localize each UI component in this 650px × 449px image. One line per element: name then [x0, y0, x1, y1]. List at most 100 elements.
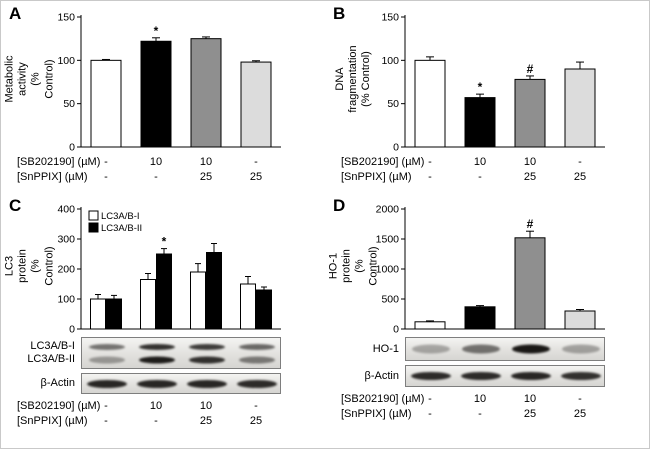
dose-value: 25: [573, 170, 587, 183]
blot-labels: LC3A/B-I LC3A/B-II: [17, 337, 81, 369]
bar: [206, 252, 222, 330]
blot-band: [561, 372, 601, 380]
dose-value: -: [254, 155, 258, 168]
panel-D-plot: 0 500 1000 1500 2000 #: [367, 199, 605, 333]
y-tick-label: 500: [381, 294, 399, 306]
panel-A-y-axis-label: Metabolic activity (% Control): [3, 55, 56, 103]
panel-C-dose-table: [SB202190] (µM) -10 10- [SnPPIX] (µM) - -25 25: [17, 398, 325, 428]
blot-band: [461, 372, 501, 380]
dose-row: [SB202190] (µM) -10 10-: [17, 398, 325, 413]
y-tick-label: 100: [381, 55, 399, 67]
blot-row-label: β-Actin: [40, 377, 75, 389]
blot-band: [89, 356, 125, 363]
blot-band-row: [406, 368, 604, 384]
blot-group: β-Actin: [17, 373, 325, 394]
significance-marker: #: [527, 217, 534, 231]
dose-row-label: [SnPPIX] (µM): [17, 170, 88, 183]
dose-values: - - 25 25: [81, 171, 281, 183]
panel-C: C LC3 protein (% Control) 0 100 200 300 400 *…: [1, 193, 325, 448]
panel-A-plot: 0 50 100 150 *: [43, 7, 281, 151]
panel-B-ylabel-wrap: DNA fragmentation (% Control): [334, 7, 372, 151]
dose-row: [SB202190] (µM) -10 10-: [17, 154, 325, 169]
blot-band: [512, 344, 550, 354]
bar: [414, 321, 446, 330]
dose-row-label: [SB202190] (µM): [17, 399, 101, 412]
blot-band: [462, 344, 500, 354]
blot-group: β-Actin: [341, 365, 649, 387]
bar: [140, 40, 172, 148]
dose-value: 25: [523, 170, 537, 183]
dose-values: - - 25 25: [405, 408, 605, 420]
y-tick-label: 400: [57, 204, 75, 216]
blot-group: HO-1: [341, 337, 649, 361]
y-tick-label: 1000: [376, 264, 400, 276]
blot-band: [562, 344, 600, 354]
blot-band: [412, 344, 450, 354]
y-tick-label: 0: [69, 324, 75, 334]
dose-row: [SB202190] (µM) -10 10-: [341, 391, 649, 406]
y-tick-label: 300: [57, 234, 75, 246]
bar: [156, 253, 172, 330]
panel-C-ylabel-wrap: LC3 protein (% Control): [4, 199, 56, 333]
blot-labels: β-Actin: [341, 365, 405, 387]
panel-B: B DNA fragmentation (% Control) 0 50 100 15…: [325, 1, 649, 193]
panel-B-letter: B: [333, 4, 346, 23]
dose-value: 25: [199, 414, 213, 427]
dose-value: 25: [573, 407, 587, 420]
blot-band-row: [82, 353, 280, 366]
y-tick-label: 200: [57, 264, 75, 276]
panel-D-y-axis-label: HO-1 protein (% Control): [327, 246, 380, 286]
dose-value: 10: [473, 155, 487, 168]
dose-values: - 10 10 -: [81, 400, 281, 412]
bar: [106, 298, 122, 330]
dose-values: - 10 10 -: [405, 156, 605, 168]
blot-group: LC3A/B-I LC3A/B-II: [17, 337, 325, 369]
bar: [564, 310, 596, 330]
dose-row: [SnPPIX] (µM) - - 25 25: [341, 406, 649, 421]
dose-value: 10: [199, 399, 213, 412]
dose-row-label: [SnPPIX] (µM): [341, 407, 412, 420]
panel-D-chart: HO-1 protein (% Control) 0 500 1000 1500 200…: [328, 199, 649, 333]
dose-row-label: [SB202190] (µM): [341, 155, 425, 168]
blot-band-row: [406, 340, 604, 358]
dose-value: -: [254, 399, 258, 412]
blot-band: [239, 356, 275, 363]
panel-D-dose-table: [SB202190] (µM) -10 10- [SnPPIX] (µM) - -25 25: [341, 391, 649, 421]
y-tick-label: 100: [57, 55, 75, 67]
blot-image: [405, 337, 605, 361]
dose-value: 10: [199, 155, 213, 168]
panel-C-plot: 0 100 200 300 400 * LC3A/B-I LC3A/B-II: [43, 199, 281, 333]
y-tick-label: 50: [387, 98, 399, 110]
panel-C-y-axis-label: LC3 protein (% Control): [3, 246, 56, 286]
bar: [240, 61, 272, 148]
panel-C-chart: LC3 protein (% Control) 0 100 200 300 400 * LC…: [4, 199, 325, 333]
y-tick-label: 2000: [376, 204, 400, 216]
blot-row-label: LC3A/B-I: [30, 340, 75, 352]
bar: [514, 237, 546, 330]
dose-values: - 10 10 -: [405, 393, 605, 405]
dose-value: 10: [149, 155, 163, 168]
bar: [464, 97, 496, 148]
panel-A-ylabel-wrap: Metabolic activity (% Control): [4, 7, 56, 151]
y-tick-label: 150: [57, 12, 75, 24]
bar: [240, 283, 256, 330]
dose-value: -: [578, 155, 582, 168]
panel-D-western-blots: HO-1 β-Actin: [341, 337, 649, 387]
bar: [90, 59, 122, 148]
dose-value: 25: [249, 414, 263, 427]
blot-labels: β-Actin: [17, 373, 81, 394]
panel-B-y-axis-label: DNA fragmentation (% Control): [334, 45, 373, 113]
panel-B-plot: 0 50 100 150 * #: [367, 7, 605, 151]
dose-row-label: [SB202190] (µM): [17, 155, 101, 168]
panel-B-dose-table: [SB202190] (µM) -10 10- [SnPPIX] (µM) - -25 25: [341, 154, 649, 184]
bar-chart-A: 0 50 100 150 *: [57, 12, 281, 151]
bar: [514, 78, 546, 148]
panel-A-letter: A: [9, 4, 22, 23]
blot-band: [139, 356, 175, 363]
significance-marker: *: [154, 24, 159, 38]
dose-row: [SB202190] (µM) -10 10-: [341, 154, 649, 169]
dose-value: 10: [473, 392, 487, 405]
blot-labels: HO-1: [341, 337, 405, 361]
dose-value: -: [428, 392, 432, 405]
